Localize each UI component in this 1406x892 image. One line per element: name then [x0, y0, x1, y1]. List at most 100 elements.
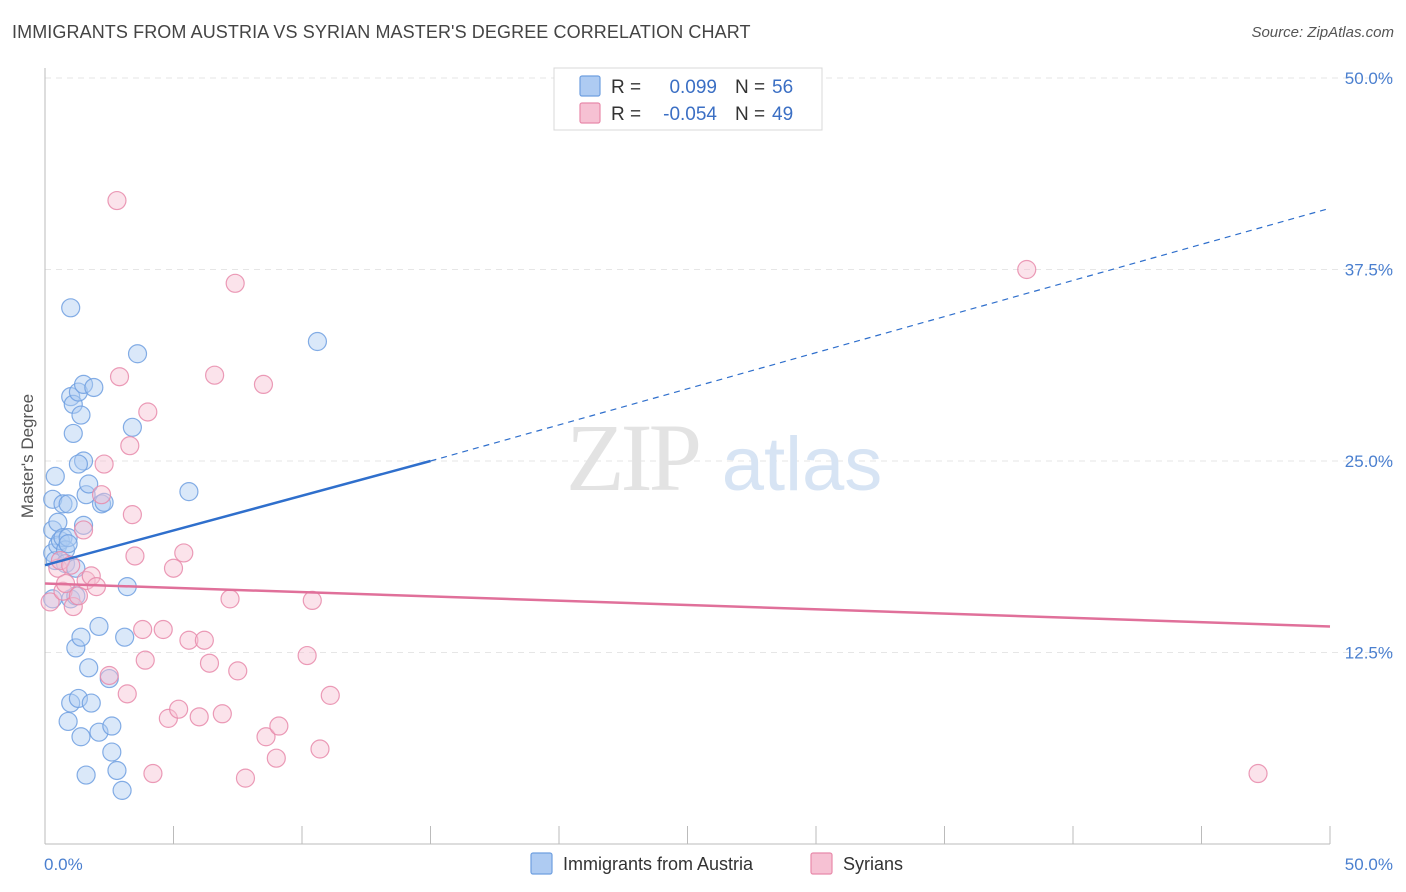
- x-tick-label: 0.0%: [44, 855, 83, 874]
- syrians-point: [212, 704, 232, 724]
- austria-point: [107, 760, 127, 781]
- austria-point: [81, 693, 101, 713]
- syrians-point: [40, 592, 60, 612]
- syrians-point: [320, 685, 340, 705]
- syrians-point: [53, 581, 73, 601]
- bottom-legend-swatch-austria: [530, 852, 553, 875]
- austria-point: [112, 780, 132, 800]
- austria-point: [58, 711, 78, 732]
- syrians-point: [266, 748, 286, 768]
- syrians-point: [253, 374, 274, 394]
- x-tick-labels: 0.0% 50.0%: [44, 855, 1393, 874]
- legend-n-value: 49: [772, 104, 793, 125]
- austria-point: [71, 405, 91, 425]
- bottom-legend-label-syrians: Syrians: [843, 854, 903, 874]
- syrians-point: [133, 619, 153, 640]
- y-tick-label: 25.0%: [1345, 452, 1393, 471]
- austria-point: [79, 658, 99, 678]
- syrians-point: [63, 596, 83, 617]
- syrians-point: [189, 707, 209, 727]
- syrians-point: [143, 763, 163, 784]
- legend-swatch-syrians: [579, 102, 601, 124]
- syrians-point: [199, 653, 220, 673]
- austria-point: [58, 534, 78, 554]
- x-tick-label: 50.0%: [1345, 855, 1393, 874]
- austria-point: [61, 298, 81, 318]
- trend-lines: [44, 207, 1331, 628]
- watermark: ZIP atlas: [566, 404, 882, 511]
- syrians-point: [117, 684, 137, 704]
- austria-point: [71, 627, 91, 647]
- austria-point: [94, 492, 114, 512]
- syrians-point: [153, 619, 173, 640]
- syrians-point: [94, 454, 114, 474]
- austria-point: [179, 482, 199, 502]
- syrians-point: [125, 546, 145, 566]
- correlation-legend: R = 0.099 N = 56 R = -0.054 N = 49: [553, 67, 823, 131]
- syrians-point: [169, 699, 189, 719]
- austria-point: [66, 638, 86, 658]
- austria-point: [102, 716, 122, 736]
- legend-r-value: 0.099: [669, 77, 717, 98]
- austria-point: [63, 423, 83, 444]
- austria-point: [68, 454, 89, 474]
- syrians-point: [135, 650, 155, 670]
- syrians-point: [297, 645, 317, 666]
- austria-trend-line: [44, 459, 431, 567]
- austria-point: [115, 627, 135, 647]
- austria-point: [58, 527, 78, 548]
- syrians-point: [225, 273, 245, 293]
- austria-point: [73, 515, 94, 535]
- syrians-point: [310, 739, 330, 759]
- austria-point: [307, 331, 328, 352]
- syrians-point: [122, 505, 142, 525]
- austria-point: [84, 377, 104, 398]
- austria-point: [53, 527, 73, 548]
- syrians-point: [68, 586, 89, 606]
- syrians-point: [99, 665, 119, 686]
- syrians-point: [302, 590, 322, 611]
- austria-point: [61, 589, 81, 609]
- austria-point: [53, 494, 73, 514]
- syrians-point: [174, 543, 194, 563]
- austria-point: [48, 512, 68, 532]
- syrians-point: [73, 520, 94, 540]
- austria-point: [71, 727, 91, 747]
- syrians-point: [205, 365, 225, 385]
- legend-r-label: R =: [611, 77, 641, 98]
- syrians-point: [194, 630, 214, 650]
- gridlines: [45, 77, 1394, 653]
- austria-point: [63, 394, 83, 414]
- syrians-point: [91, 485, 112, 505]
- y-tick-label: 12.5%: [1345, 644, 1393, 663]
- legend-n-value: 56: [772, 77, 793, 98]
- austria-point: [50, 531, 71, 551]
- bottom-legend-label-austria: Immigrants from Austria: [563, 854, 754, 874]
- syrians-point: [107, 190, 127, 211]
- syrians-trend-line: [44, 582, 1331, 628]
- series-legend: Immigrants from Austria Syrians: [530, 852, 903, 875]
- series-syrians-points: [40, 190, 1268, 788]
- austria-point: [89, 616, 109, 637]
- austria-point: [73, 451, 94, 471]
- syrians-point: [109, 367, 130, 387]
- austria-point: [127, 344, 148, 364]
- austria-point: [122, 417, 142, 437]
- austria-point: [43, 489, 63, 509]
- y-axis-label: Master's Degree: [18, 394, 37, 518]
- legend-n-label: N =: [735, 77, 765, 98]
- austria-point: [45, 466, 65, 486]
- legend-r-label: R =: [611, 104, 641, 125]
- syrians-point: [138, 402, 158, 422]
- austria-point: [102, 742, 122, 762]
- austria-point: [58, 494, 78, 514]
- legend-swatch-austria: [579, 75, 601, 97]
- syrians-point: [220, 589, 240, 609]
- syrians-point: [120, 436, 140, 456]
- syrians-point: [179, 630, 199, 650]
- syrians-point: [228, 661, 248, 681]
- y-tick-label: 50.0%: [1345, 69, 1393, 88]
- axes: [44, 68, 1331, 845]
- source-label: Source: ZipAtlas.com: [1251, 24, 1394, 41]
